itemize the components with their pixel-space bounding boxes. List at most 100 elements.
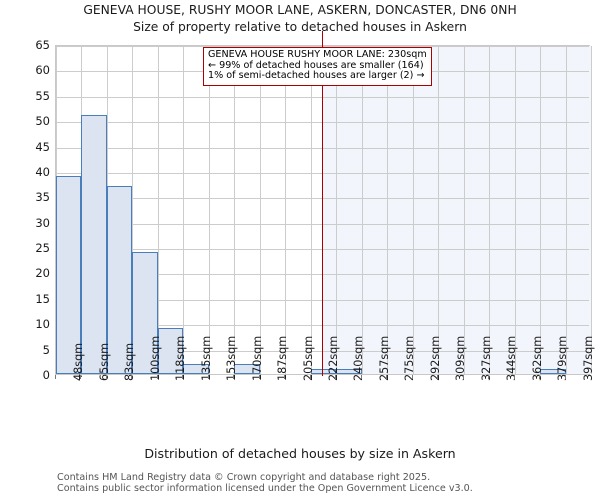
histogram-bar <box>310 368 337 374</box>
gridline-vertical <box>336 46 338 374</box>
annotation-line-2: ← 99% of detached houses are smaller (16… <box>208 59 424 71</box>
y-axis-tick-label: 65 <box>35 38 50 52</box>
x-axis-tick-label: 275sqm <box>403 335 417 381</box>
x-axis-tick <box>309 375 311 379</box>
x-axis-tick <box>131 375 133 379</box>
x-axis-tick-label: 83sqm <box>123 342 137 381</box>
x-axis-tick <box>564 375 566 379</box>
x-axis-tick <box>386 375 388 379</box>
x-axis-tick <box>207 375 209 379</box>
x-axis-tick-label: 65sqm <box>97 342 111 381</box>
x-axis-tick <box>513 375 515 379</box>
x-axis-tick-label: 222sqm <box>327 335 340 381</box>
x-axis-tick-label: 170sqm <box>250 335 264 381</box>
gridline-vertical <box>565 46 567 374</box>
gridline-vertical <box>540 46 542 374</box>
x-axis-title: Distribution of detached houses by size … <box>144 446 456 461</box>
x-axis-tick-label: 100sqm <box>148 335 162 381</box>
x-axis-tick-label: 153sqm <box>225 335 239 381</box>
page-title: GENEVA HOUSE, RUSHY MOOR LANE, ASKERN, D… <box>83 3 517 17</box>
footer-attribution: Contains HM Land Registry data © Crown c… <box>57 472 473 494</box>
x-axis-tick-label: 362sqm <box>530 335 544 381</box>
gridline-vertical <box>183 46 185 374</box>
histogram-bars <box>56 46 589 374</box>
x-axis-tick-label: 379sqm <box>556 335 570 381</box>
x-axis-tick-label: 257sqm <box>377 335 391 381</box>
x-axis-tick <box>182 375 184 379</box>
y-axis-tick-label: 30 <box>35 215 50 230</box>
histogram-bar <box>336 368 362 374</box>
x-axis-tick <box>105 375 107 379</box>
y-axis-tick-label: 0 <box>42 368 50 382</box>
x-axis-tick <box>258 375 260 379</box>
x-axis-tick-label: 292sqm <box>428 335 442 381</box>
x-axis-tick-label: 397sqm <box>581 335 595 381</box>
y-axis-tick-label: 5 <box>42 342 50 357</box>
gridline-vertical <box>591 46 592 374</box>
x-axis-tick-label: 240sqm <box>352 335 366 381</box>
plot-area <box>55 31 592 376</box>
chart-subtitle: Size of property relative to detached ho… <box>133 20 467 34</box>
y-axis-tick-label: 45 <box>35 139 50 154</box>
y-axis-tick-label: 20 <box>35 266 50 281</box>
annotation-line-1: GENEVA HOUSE RUSHY MOOR LANE: 230sqm <box>208 49 427 60</box>
histogram-bar <box>157 328 184 374</box>
x-axis-tick <box>80 375 82 379</box>
gridline-vertical <box>234 46 236 374</box>
gridline-vertical <box>157 46 159 374</box>
gridline-vertical <box>208 46 210 374</box>
histogram-bar <box>56 176 82 374</box>
x-axis-tick <box>488 375 490 379</box>
gridline-vertical <box>310 46 312 374</box>
histogram-bar <box>540 368 566 374</box>
y-axis-tick-label: 10 <box>35 317 50 332</box>
y-axis-tick-label: 60 <box>35 63 50 78</box>
x-axis-tick <box>233 375 235 379</box>
x-axis-tick-label: 205sqm <box>301 335 315 381</box>
x-axis-tick-label: 118sqm <box>174 335 188 381</box>
histogram-bar <box>183 363 209 374</box>
gridline-vertical <box>514 46 516 374</box>
x-axis-tick-label: 187sqm <box>276 335 290 381</box>
x-axis-tick <box>55 375 56 379</box>
y-axis-tick-label: 35 <box>35 190 50 205</box>
x-axis-tick <box>437 375 439 379</box>
x-axis-tick-label: 48sqm <box>72 342 86 381</box>
x-axis-tick-label: 327sqm <box>479 335 493 381</box>
gridline-vertical <box>387 46 389 374</box>
chart-title-block: GENEVA HOUSE, RUSHY MOOR LANE, ASKERN, D… <box>0 2 600 36</box>
x-axis-tick <box>360 375 362 379</box>
y-axis-tick-label: 40 <box>35 164 50 179</box>
x-axis-tick <box>462 375 464 379</box>
gridline-vertical <box>259 46 261 374</box>
histogram-bar <box>106 186 133 374</box>
annotation-box: GENEVA HOUSE RUSHY MOOR LANE: 230sqm ← 9… <box>203 47 432 86</box>
x-axis-tick-label: 135sqm <box>199 335 213 381</box>
x-axis-tick-label: 309sqm <box>454 335 468 381</box>
x-axis-tick <box>284 375 286 379</box>
x-axis-tick <box>411 375 413 379</box>
x-axis-tick <box>539 375 541 379</box>
x-axis-tick <box>335 375 337 379</box>
y-axis-tick-label: 50 <box>35 114 50 129</box>
x-axis-tick-label: 344sqm <box>505 335 519 381</box>
right-shaded-region <box>321 46 591 374</box>
gridline-vertical <box>285 46 287 374</box>
gridline-vertical <box>412 46 414 374</box>
x-axis-tick <box>156 375 158 379</box>
annotation-line-3: 1% of semi-detached houses are larger (2… <box>208 70 425 82</box>
histogram-bar <box>132 252 158 374</box>
histogram-bar <box>234 363 260 374</box>
footer-line-1: Contains HM Land Registry data © Crown c… <box>57 472 431 483</box>
gridline-vertical <box>489 46 491 374</box>
gridline-vertical <box>463 46 465 374</box>
gridline-vertical <box>361 46 363 374</box>
property-marker-line <box>321 31 324 376</box>
histogram-bar <box>81 115 107 374</box>
y-axis-tick-label: 15 <box>35 291 50 306</box>
y-axis-tick-label: 55 <box>35 88 50 103</box>
footer-line-2: Contains public sector information licen… <box>57 483 473 494</box>
y-axis-tick-label: 25 <box>35 241 50 256</box>
gridline-vertical <box>132 46 134 374</box>
